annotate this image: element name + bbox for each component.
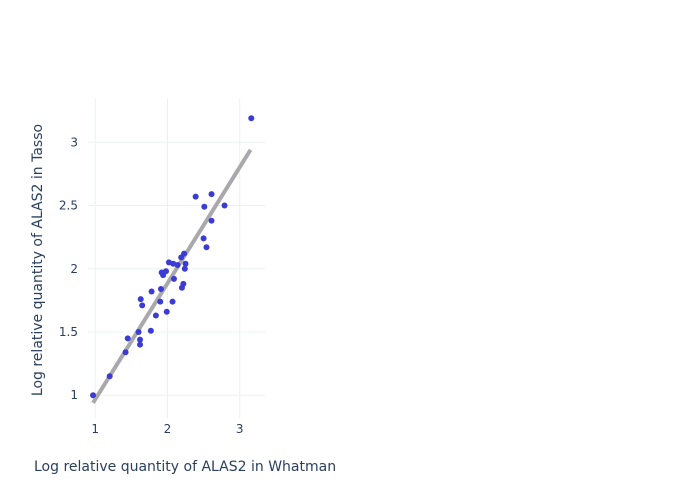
data-point[interactable] (137, 341, 144, 348)
data-point[interactable] (139, 302, 146, 309)
data-point[interactable] (163, 268, 170, 275)
data-point[interactable] (174, 261, 181, 268)
data-point[interactable] (180, 280, 187, 287)
y-tick-labels: 1 1.5 2 2.5 3 (59, 135, 78, 402)
y-tick-label: 3 (70, 135, 78, 149)
x-axis-title: Log relative quantity of ALAS2 in Whatma… (34, 459, 336, 475)
data-point[interactable] (181, 265, 188, 272)
data-point[interactable] (148, 288, 155, 295)
data-point[interactable] (157, 285, 164, 292)
x-tick-label: 1 (91, 422, 99, 436)
data-point[interactable] (163, 308, 170, 315)
data-point[interactable] (201, 203, 208, 210)
x-tick-label: 3 (236, 422, 244, 436)
y-tick-label: 1.5 (59, 325, 78, 339)
data-point[interactable] (208, 191, 215, 198)
fit-line-layer (91, 148, 253, 404)
data-point[interactable] (203, 244, 210, 251)
data-point[interactable] (90, 392, 97, 399)
data-point[interactable] (157, 298, 164, 305)
y-axis-title: Log relative quantity of ALAS2 in Tasso (30, 124, 46, 396)
data-point[interactable] (169, 298, 176, 305)
data-point[interactable] (182, 260, 189, 267)
fit-line (91, 148, 253, 404)
x-tick-label: 2 (164, 422, 172, 436)
y-tick-label: 1 (70, 388, 78, 402)
data-point[interactable] (200, 235, 207, 242)
data-point[interactable] (221, 202, 228, 209)
data-point[interactable] (137, 336, 144, 343)
data-point[interactable] (124, 335, 131, 342)
data-point[interactable] (122, 349, 129, 356)
data-point[interactable] (137, 296, 144, 303)
data-point[interactable] (106, 373, 113, 380)
data-point[interactable] (208, 217, 215, 224)
point-layer (90, 115, 255, 399)
x-tick-labels: 1 2 3 (91, 422, 243, 436)
y-tick-label: 2 (70, 262, 78, 276)
data-point[interactable] (147, 327, 154, 334)
y-tick-label: 2.5 (59, 199, 78, 213)
data-point[interactable] (181, 250, 188, 257)
data-point[interactable] (248, 115, 255, 122)
data-point[interactable] (170, 275, 177, 282)
data-point[interactable] (135, 328, 142, 335)
data-point[interactable] (192, 193, 199, 200)
data-point[interactable] (152, 312, 159, 319)
